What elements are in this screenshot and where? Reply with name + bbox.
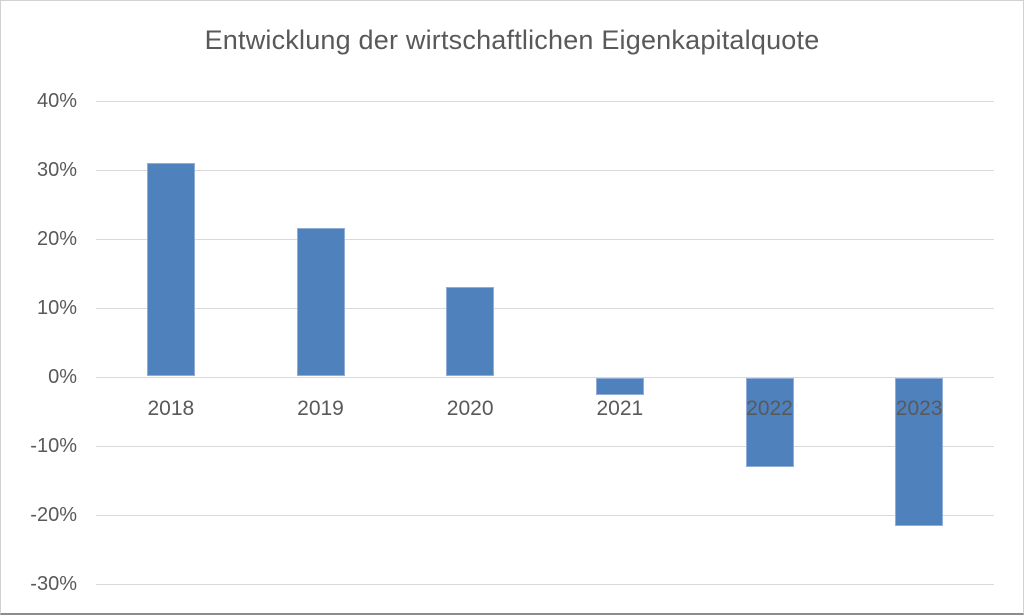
gridline--30% [96, 583, 994, 585]
x-axis-category-label-2022: 2022 [746, 397, 793, 420]
gridline-40% [96, 100, 994, 102]
y-axis-tick-label--20%: -20% [30, 503, 77, 526]
bar-2023 [895, 377, 944, 526]
chart-title: Entwicklung der wirtschaftlichen Eigenka… [204, 25, 820, 55]
y-axis-tick-label--10%: -10% [30, 434, 77, 457]
y-axis-tick-label-0%: 0% [48, 365, 77, 388]
y-axis-tick-label-20%: 20% [36, 227, 77, 250]
bar-2022 [745, 377, 794, 468]
bar-2018 [146, 162, 195, 377]
x-axis-category-label-2019: 2019 [297, 397, 344, 420]
y-axis-tick-label--30%: -30% [30, 572, 77, 595]
y-axis-tick-label-10%: 10% [36, 296, 77, 319]
bar-2020 [446, 286, 495, 377]
y-axis-tick-label-40%: 40% [36, 89, 77, 112]
gridline--10% [96, 445, 994, 447]
y-axis-tick-label-30%: 30% [36, 158, 77, 181]
gridline-0% [96, 376, 994, 378]
gridline--20% [96, 514, 994, 516]
gridline-20% [96, 238, 994, 240]
x-axis-category-label-2023: 2023 [895, 397, 943, 420]
bar-2019 [296, 228, 345, 377]
gridline-10% [96, 307, 994, 309]
x-axis-category-label-2018: 2018 [147, 397, 195, 420]
x-axis-category-label-2020: 2020 [446, 397, 494, 420]
bar-2021 [595, 377, 644, 395]
x-axis-category-label-2021: 2021 [596, 397, 644, 420]
gridline-30% [96, 169, 994, 171]
